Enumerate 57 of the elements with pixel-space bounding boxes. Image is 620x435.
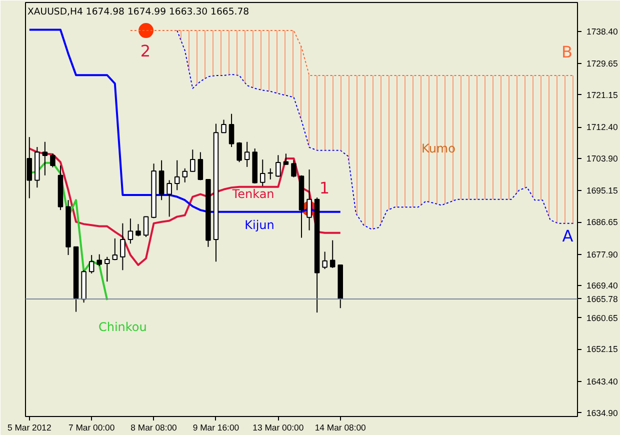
- candlestick: [322, 251, 328, 270]
- x-tick-label: 13 Mar 00:00: [252, 422, 304, 432]
- x-tick-label: 14 Mar 08:00: [314, 422, 366, 432]
- candlestick: [88, 254, 94, 274]
- candlestick: [42, 141, 48, 176]
- candlestick: [221, 119, 226, 134]
- candlestick: [330, 240, 336, 268]
- y-tick-label: 1729.65: [586, 58, 618, 69]
- candlestick: [143, 216, 149, 238]
- candlestick: [283, 153, 289, 166]
- y-tick-label: 1712.40: [586, 122, 618, 132]
- x-tick-label: 9 Mar 16:00: [192, 422, 240, 432]
- annotation: 2: [140, 42, 151, 60]
- y-tick-label: 1677.90: [586, 249, 618, 260]
- series-label: Chinkou: [98, 320, 147, 334]
- y-tick-label: 1738.40: [586, 26, 618, 36]
- y-tick-label: 1643.40: [586, 376, 618, 386]
- candlestick: [120, 222, 126, 271]
- candlestick: [50, 153, 56, 168]
- x-tick-label: 7 Mar 00:00: [68, 422, 115, 432]
- series-label: B: [561, 42, 572, 62]
- candlestick: [228, 113, 234, 148]
- candlestick: [190, 149, 196, 172]
- candlestick: [128, 218, 134, 244]
- y-tick-label: 1686.65: [586, 217, 618, 228]
- candlestick: [276, 154, 281, 178]
- series-label: A: [562, 226, 574, 246]
- candlestick: [104, 256, 110, 282]
- y-tick-label: 1721.15: [586, 90, 618, 100]
- ref-line-label: 1665.78: [586, 294, 618, 304]
- y-tick-label: 1660.65: [586, 312, 618, 323]
- text: XAUUSD,H4 1674.98 1674.99 1663.30 1665.78: [28, 6, 250, 18]
- x-tick-label: 5 Mar 2012: [7, 422, 52, 432]
- candlestick: [96, 254, 102, 267]
- candlestick: [112, 238, 118, 261]
- annotation: 1: [319, 178, 330, 198]
- series-label: Kijun: [244, 218, 274, 232]
- candlestick: [236, 142, 242, 163]
- candlestick: [244, 141, 250, 168]
- candlestick: [166, 180, 172, 218]
- line-series: [28, 147, 342, 266]
- x-tick-label: 8 Mar 08:00: [130, 422, 178, 432]
- candlestick: [182, 168, 188, 183]
- candlestick: [260, 159, 266, 187]
- candlestick: [158, 160, 164, 201]
- y-tick-label: 1669.40: [586, 280, 618, 291]
- y-tick-label: 1695.15: [586, 186, 618, 196]
- y-tick-label: 1634.90: [586, 408, 618, 418]
- candlestick: [198, 152, 204, 181]
- annotation: Kumo: [422, 142, 456, 156]
- y-tick-label: 1652.15: [586, 344, 618, 354]
- candlestick: [306, 169, 312, 231]
- candlestick: [136, 224, 141, 237]
- candlestick: [291, 160, 296, 178]
- y-tick-label: 1703.90: [586, 153, 618, 164]
- series-label: Tenkan: [231, 186, 274, 201]
- candlestick: [174, 160, 180, 191]
